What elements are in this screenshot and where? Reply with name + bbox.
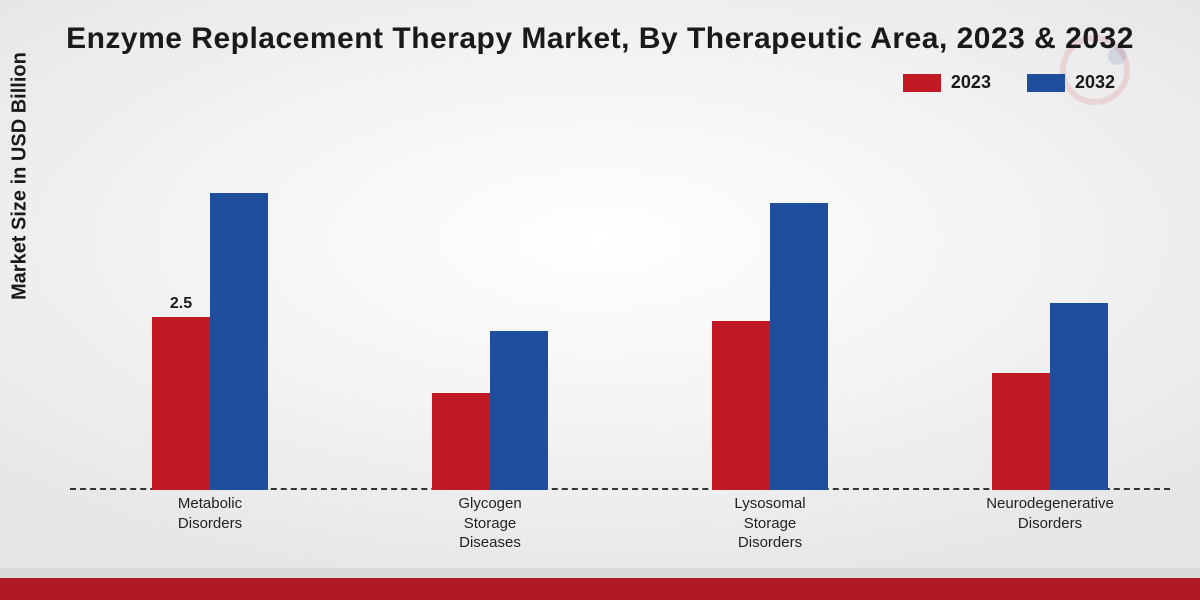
x-tick-label: MetabolicDisorders	[120, 494, 300, 533]
legend-swatch-2023	[903, 74, 941, 92]
bar-group	[960, 303, 1140, 490]
bar-group	[120, 193, 300, 490]
legend-label-2032: 2032	[1075, 72, 1115, 93]
legend: 2023 2032	[903, 72, 1115, 93]
footer-shadow	[0, 568, 1200, 578]
bar	[712, 321, 770, 490]
x-tick-label: GlycogenStorageDiseases	[400, 494, 580, 553]
x-axis-labels: MetabolicDisorders GlycogenStorageDisease…	[70, 494, 1170, 564]
bar-group	[400, 331, 580, 490]
bar	[152, 317, 210, 490]
bar	[1050, 303, 1108, 490]
x-tick-label: NeurodegenerativeDisorders	[960, 494, 1140, 533]
legend-item-2023: 2023	[903, 72, 991, 93]
value-label: 2.5	[170, 295, 192, 313]
y-axis-label: Market Size in USD Billion	[9, 52, 32, 300]
bar	[992, 373, 1050, 490]
bar	[770, 203, 828, 490]
chart-title: Enzyme Replacement Therapy Market, By Th…	[0, 22, 1200, 56]
legend-item-2032: 2032	[1027, 72, 1115, 93]
bar	[210, 193, 268, 490]
legend-swatch-2032	[1027, 74, 1065, 92]
bar	[490, 331, 548, 490]
bar	[432, 393, 490, 490]
footer-bar	[0, 578, 1200, 600]
plot-area: 2.5	[70, 110, 1170, 490]
legend-label-2023: 2023	[951, 72, 991, 93]
bar-group	[680, 203, 860, 490]
x-tick-label: LysosomalStorageDisorders	[680, 494, 860, 553]
